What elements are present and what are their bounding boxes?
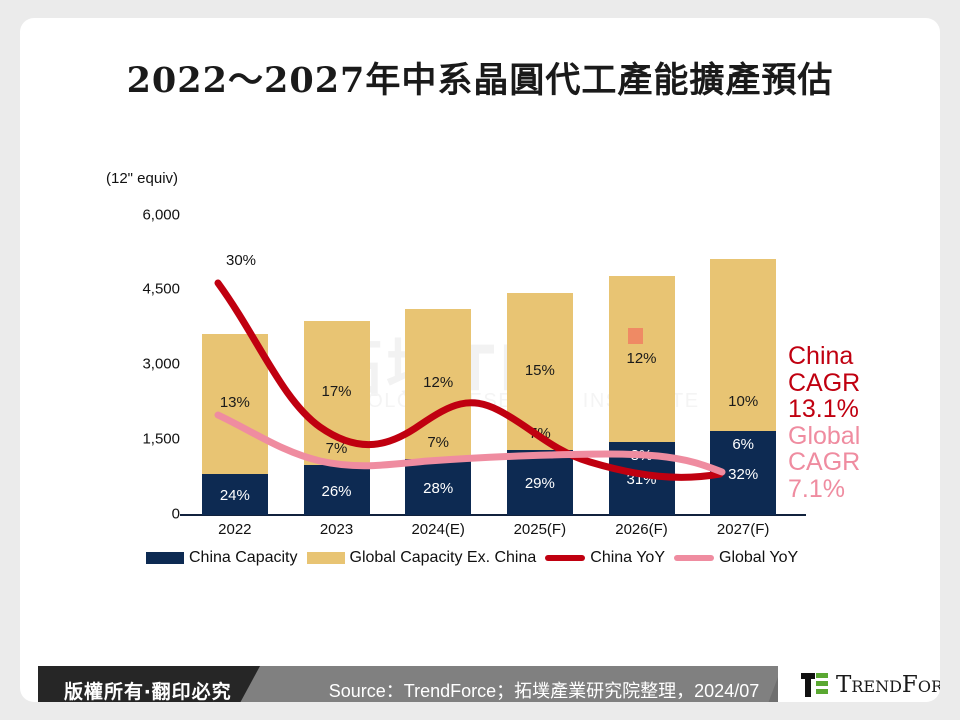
bar-segment-global-capacity (710, 259, 777, 431)
y-axis-unit: (12" equiv) (106, 170, 179, 187)
global-cagr-line-2: CAGR (788, 448, 861, 476)
y-tick-3000: 3,000 (142, 355, 180, 373)
legend-item[interactable]: Global Capacity Ex. China (306, 549, 537, 567)
bar-label-global-upper: 15% (524, 361, 555, 379)
legend-label: Global Capacity Ex. China (349, 549, 537, 566)
bar-segment-china-capacity (405, 459, 472, 515)
trendforce-mark-icon (801, 673, 828, 697)
bar-label-china-capacity: 28% (423, 480, 454, 497)
china-cagr-line-1: China (788, 342, 854, 370)
x-tick-2026f: 2026(F) (615, 521, 668, 538)
y-tick-0: 0 (171, 505, 180, 523)
footer: Source：TrendForce；拓墣產業研究院整理，2024/07 版權所有… (20, 644, 940, 702)
china-cagr-line-2: CAGR (788, 368, 861, 397)
source-text: Source：TrendForce；拓墣產業研究院整理，2024/07 (234, 666, 854, 702)
legend-swatch-icon (306, 552, 345, 564)
legend-label: China YoY (590, 549, 665, 566)
x-tick-2023: 2023 (319, 521, 354, 538)
bar-label-global-upper: 13% (219, 393, 250, 411)
bar-label-china-capacity: 24% (219, 487, 250, 505)
bar-label-global-upper: 10% (728, 393, 759, 411)
x-axis-line (180, 514, 806, 516)
legend-item[interactable]: China Capacity (146, 549, 298, 567)
legend-label: China Capacity (189, 549, 298, 566)
page-title: 2022～2027年中系晶圓代工產能擴產預估 (126, 60, 834, 101)
y-tick-6000: 6,000 (142, 206, 180, 224)
y-tick-1500: 1,500 (142, 430, 180, 448)
bar-label-global-yoy: 7% (427, 434, 449, 451)
bar-label-global-yoy: 6% (732, 436, 754, 453)
x-tick-2024e: 2024(E) (411, 521, 465, 538)
china-cagr-value: 13.1% (788, 395, 859, 423)
bar-segment-china-capacity (303, 465, 370, 515)
highlight-marker (628, 328, 643, 344)
legend-item[interactable]: China YoY (545, 549, 665, 567)
bar-label-global-yoy: 7% (325, 440, 348, 457)
bar-segment-global-capacity (608, 276, 675, 442)
bar-label-china-capacity: 32% (728, 466, 759, 483)
x-tick-2022: 2022 (218, 521, 252, 538)
x-tick-2027f: 2027(F) (716, 521, 770, 538)
bar-segment-global-capacity (405, 308, 472, 459)
capacity-chart: 拓墣TRI TOPOLOGY RESEARCH INSTITUTE (12" e… (20, 18, 940, 702)
bar-label-china-capacity: 26% (321, 483, 352, 500)
cagr-annotations: China CAGR 13.1% Global CAGR 7.1% (788, 343, 928, 502)
copyright-tab: 版權所有‧翻印必究 (38, 666, 262, 702)
global-cagr-value: 7.1% (788, 474, 845, 503)
china-yoy-line (214, 279, 724, 481)
china-yoy-first-label: 30% (226, 252, 257, 269)
x-tick-2025f: 2025(F) (513, 521, 567, 538)
footer-bar: 版權所有‧翻印必究 Source：TrendForce；拓墣產業研究院整理，20… (38, 656, 940, 702)
bar-label-global-upper: 17% (321, 382, 352, 400)
yoy-line-overlay (214, 279, 726, 481)
legend-swatch-icon (674, 555, 714, 561)
bar-segment-china-capacity (506, 449, 573, 515)
global-yoy-line (214, 411, 726, 476)
bar-label-global-upper: 12% (626, 350, 657, 368)
chart-legend: China Capacity Global Capacity Ex. China C… (146, 549, 798, 567)
trendforce-logo: TrendForce (778, 656, 940, 702)
global-cagr-line-1: Global (788, 421, 861, 450)
bar-label-china-capacity: 29% (524, 475, 555, 493)
legend-item[interactable]: Global YoY (674, 549, 798, 567)
legend-swatch-icon (146, 552, 184, 564)
legend-label: Global YoY (719, 549, 799, 566)
bar-segment-china-capacity (201, 473, 268, 515)
slide-canvas: 2022～2027年中系晶圓代工產能擴產預估 拓墣TRI TOPOLOGY RE… (20, 18, 940, 702)
bar-segment-global-capacity (201, 333, 268, 474)
trendforce-logo-text: TrendForce (836, 672, 940, 698)
y-axis-ticks: 6,000 4,500 3,000 1,500 0 (105, 18, 180, 702)
bar-label-global-upper: 12% (423, 374, 454, 392)
legend-swatch-icon (545, 555, 586, 561)
y-tick-4500: 4,500 (142, 280, 180, 298)
